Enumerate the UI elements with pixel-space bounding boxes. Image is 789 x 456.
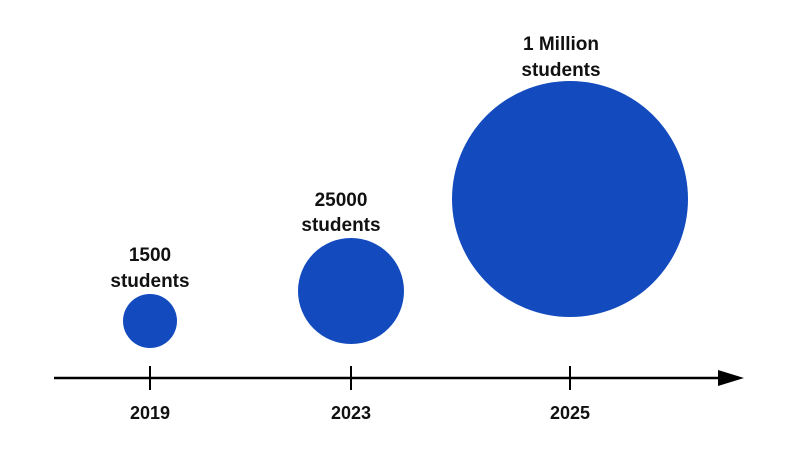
milestone-2025: 1 Million students 2025	[452, 34, 688, 423]
year-label-2023: 2023	[331, 403, 371, 423]
unit-label-2023: students	[301, 215, 380, 236]
unit-label-2019: students	[110, 271, 189, 292]
timeline-arrowhead	[718, 370, 744, 386]
count-label-2025: 1 Million	[523, 34, 599, 55]
bubble-2019	[123, 294, 177, 348]
milestone-2019: 1500 students 2019	[110, 245, 189, 423]
count-label-2019: 1500	[129, 245, 171, 266]
unit-label-2025: students	[521, 60, 600, 81]
milestone-2023: 25000 students 2023	[298, 190, 404, 423]
year-label-2019: 2019	[130, 403, 170, 423]
year-label-2025: 2025	[550, 403, 590, 423]
count-label-2023: 25000	[315, 190, 368, 211]
bubble-2025	[452, 81, 688, 317]
bubble-2023	[298, 238, 404, 344]
